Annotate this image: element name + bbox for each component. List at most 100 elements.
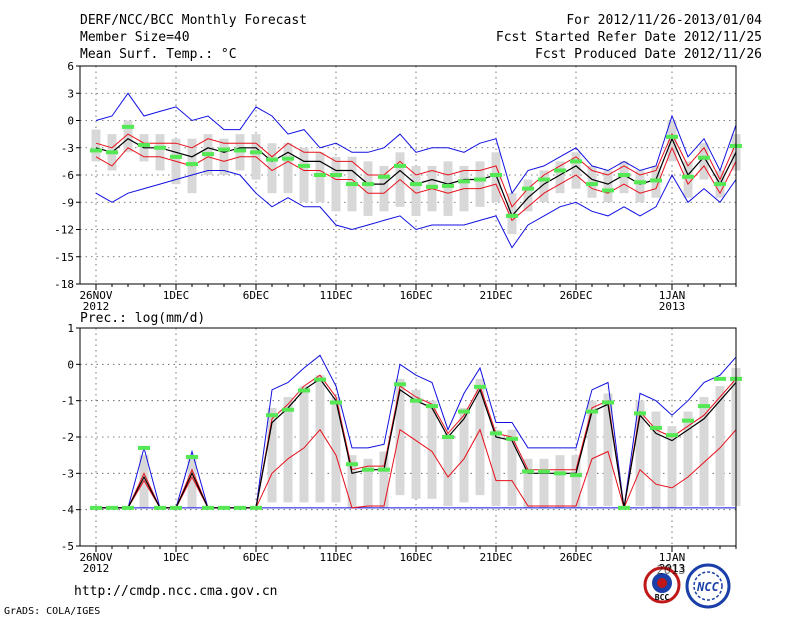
- temp-box: [667, 120, 677, 162]
- prec-xtick-label: 16DEC: [399, 551, 432, 564]
- temp-box: [443, 161, 453, 216]
- prec-xtick-label: 11DEC: [319, 551, 352, 564]
- temp-marker: [570, 159, 582, 164]
- ncc-logo-text: NCC: [696, 580, 719, 594]
- prec-marker: [394, 382, 406, 387]
- temp-box: [507, 193, 517, 235]
- prec-marker: [650, 425, 662, 430]
- forecast-period: For 2012/11/26-2013/01/04: [566, 13, 762, 28]
- prec-marker: [314, 377, 326, 382]
- temp-marker: [458, 179, 470, 184]
- temp-marker: [506, 213, 518, 218]
- prec-marker: [714, 376, 726, 381]
- temp-ytick-label: -6: [61, 169, 74, 182]
- temp-xtick-label: 1JAN: [659, 289, 686, 302]
- temp-marker: [298, 163, 310, 168]
- temp-xtick-label: 21DEC: [479, 289, 512, 302]
- prec-marker: [362, 467, 374, 472]
- prec-box: [491, 429, 501, 507]
- temp-marker: [490, 173, 502, 177]
- temp-xtick-label: 6DEC: [243, 289, 270, 302]
- temp-marker: [666, 134, 678, 139]
- temp-box: [155, 134, 165, 171]
- prec-box: [571, 455, 581, 508]
- temp-marker: [410, 182, 422, 187]
- temp-box: [475, 161, 485, 207]
- temp-ytick-label: -9: [61, 196, 74, 209]
- prec-marker: [90, 505, 102, 510]
- temp-box: [603, 170, 613, 203]
- temp-box: [363, 161, 373, 216]
- temp-box: [619, 161, 629, 194]
- ncc-logo: NCC: [685, 563, 731, 609]
- temp-marker: [154, 145, 166, 150]
- prec-marker: [586, 409, 598, 414]
- temp-box: [571, 152, 581, 189]
- prec-marker: [346, 462, 358, 467]
- prec-marker: [538, 469, 550, 474]
- prec-marker: [698, 404, 710, 409]
- prec-marker: [282, 407, 294, 412]
- prec-xtick-label: 1JAN: [659, 551, 686, 564]
- prec-xtick-label: 26NOV: [79, 551, 112, 564]
- prec-box: [395, 378, 405, 496]
- temp-box: [315, 152, 325, 203]
- prec-box: [507, 429, 517, 507]
- fcst-produced-date: Fcst Produced Date 2012/11/26: [535, 47, 762, 62]
- prec-marker: [218, 505, 230, 510]
- prec-marker: [298, 388, 310, 393]
- prec-xtick-label: 26DEC: [559, 551, 592, 564]
- temp-marker: [442, 183, 454, 188]
- prec-ytick-label: -2: [61, 431, 74, 444]
- temp-marker: [394, 163, 406, 168]
- prec-ytick-label: -4: [61, 504, 75, 517]
- prec-marker: [266, 413, 278, 418]
- prec-ytick-label: -5: [61, 540, 74, 553]
- precip-label: Prec.: log(mm/d): [80, 311, 205, 326]
- prec-marker: [202, 505, 214, 510]
- grads-credit: GrADS: COLA/IGES: [4, 606, 100, 617]
- prec-marker: [170, 505, 182, 510]
- temp-marker: [618, 173, 630, 177]
- prec-marker: [490, 431, 502, 436]
- prec-box: [523, 458, 533, 508]
- prec-marker: [474, 384, 486, 389]
- temp-ytick-label: 0: [67, 115, 74, 128]
- temp-marker: [106, 150, 118, 155]
- temp-box: [491, 152, 501, 203]
- temp-marker: [362, 182, 374, 187]
- prec-box: [363, 458, 373, 508]
- prec-box: [347, 455, 357, 508]
- temp-ytick-label: 3: [67, 87, 74, 100]
- prec-line-max: [96, 354, 737, 509]
- temp-marker: [586, 182, 598, 187]
- prec-ytick-label: 1: [67, 322, 74, 335]
- temp-marker: [90, 148, 102, 153]
- temp-marker: [634, 180, 646, 185]
- prec-box: [315, 375, 325, 503]
- prec-box: [587, 400, 597, 507]
- temp-marker: [218, 147, 230, 152]
- temp-box: [699, 143, 709, 180]
- temp-box: [683, 161, 693, 198]
- prec-marker: [154, 505, 166, 510]
- prec-box: [267, 407, 277, 503]
- prec-marker: [122, 505, 134, 510]
- temp-box: [91, 129, 101, 162]
- prec-marker: [186, 454, 198, 459]
- temp-box: [331, 156, 341, 212]
- prec-xtick-label: 21DEC: [479, 551, 512, 564]
- prec-box: [283, 397, 293, 503]
- temp-marker: [138, 143, 150, 148]
- temp-box: [555, 161, 565, 194]
- temp-marker: [426, 184, 438, 189]
- year-overlap-label: 2013: [657, 563, 686, 577]
- temp-line-ci-lower: [95, 146, 737, 222]
- temp-line-max: [95, 92, 737, 195]
- prec-box: [187, 458, 197, 508]
- temp-marker: [682, 174, 694, 179]
- temp-marker: [202, 152, 214, 157]
- temp-marker: [266, 157, 278, 162]
